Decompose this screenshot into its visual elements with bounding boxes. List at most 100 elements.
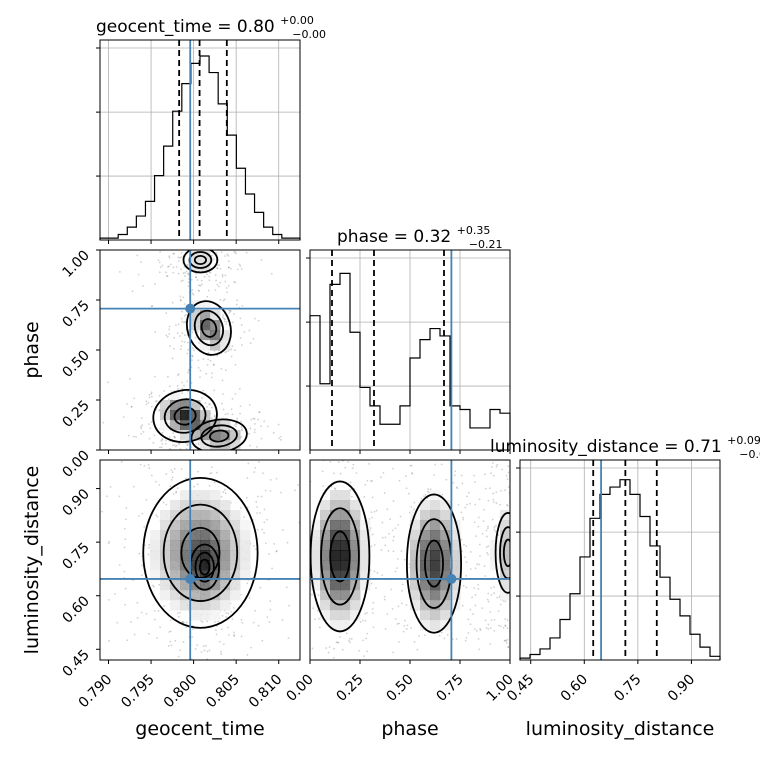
density-cell [180,590,191,601]
density-cell [210,560,221,571]
sample-point [181,392,184,395]
sample-point [499,603,502,606]
density-cell [430,560,441,571]
hist-frame [519,459,721,661]
sample-point [126,403,128,405]
sample-point [187,443,189,446]
sample-point [219,281,222,284]
sample-point [339,472,342,475]
density-cell [220,510,231,521]
sample-point [168,265,170,268]
sample-point [221,379,224,382]
sample-point [240,635,243,638]
density-cell [240,560,251,571]
sample-point [161,438,164,441]
sample-point [190,278,193,281]
density-cell [430,550,441,561]
sample-point [182,272,185,275]
sample-point [502,626,505,629]
sample-point [180,317,183,320]
sample-point [258,411,261,414]
sample-point [181,320,183,323]
sample-point [506,504,509,507]
sample-point [221,316,224,319]
sample-point [227,266,230,269]
sample-point [197,366,200,369]
sample-point [411,471,413,474]
sample-point [186,352,189,355]
sample-point [203,275,206,278]
sample-point [475,629,478,632]
density-cell [450,540,461,551]
sample-point [191,355,194,358]
sample-point [246,654,249,656]
sample-point [349,481,352,484]
sample-point [248,444,251,447]
sample-point [327,651,330,654]
sample-point [184,271,187,274]
sample-point [211,372,213,375]
sample-point [147,632,150,635]
density-cell [450,560,461,571]
sample-point [198,290,200,292]
sample-point [498,624,500,627]
density-cell [330,550,341,561]
sample-point [234,349,236,352]
sample-point [473,481,476,483]
sample-point [410,627,412,629]
contour-level-0 [494,512,510,594]
sample-point [275,550,278,553]
sample-point [125,518,127,521]
sample-point [180,345,183,348]
sample-point [192,293,195,296]
density-cell [310,580,321,591]
density-cell [430,610,441,621]
sample-point [172,266,175,269]
sample-point [241,621,244,624]
density-cell [450,530,461,541]
sample-point [487,592,490,595]
density-cell [340,600,351,611]
density-cell [310,530,321,541]
title-geocent-time: geocent_time = 0.80 +0.00 −0.00 [96,9,326,41]
contour-level-2 [209,429,230,443]
sample-point [495,465,498,468]
sample-point [474,567,477,570]
sample-point [160,446,163,449]
sample-point [141,424,144,427]
sample-point [297,484,299,486]
sample-point [467,618,470,621]
sample-point [264,542,267,545]
sample-point [381,574,384,577]
density-cell [330,610,341,621]
sample-point [193,349,195,352]
sample-point [213,363,215,366]
sample-point [149,427,152,430]
sample-point [333,656,335,659]
sample-point [493,526,496,529]
sample-point [215,633,218,636]
sample-point [329,460,332,463]
sample-point [173,468,176,470]
density-cell [440,620,451,631]
density-cell [190,490,201,501]
density-cell [210,500,221,511]
density-cell [190,260,201,271]
sample-point [497,534,500,537]
sample-point [168,436,171,438]
sample-point [390,588,393,591]
density-cell [220,340,231,351]
sample-point [225,369,227,372]
sample-point [211,406,213,409]
density-cell [350,560,361,571]
sample-point [234,281,237,284]
density-cell [330,540,341,551]
sample-point [471,596,473,599]
density-cell [440,610,451,621]
sample-point [140,432,143,435]
sample-point [141,564,144,567]
sample-point [482,520,485,523]
sample-point [227,626,229,629]
sample-point [269,600,272,603]
sample-point [214,274,217,277]
